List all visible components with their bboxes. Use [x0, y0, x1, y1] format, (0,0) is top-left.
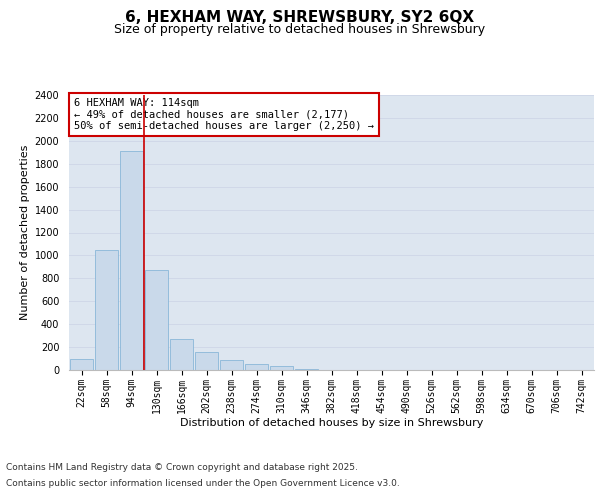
- Text: Contains public sector information licensed under the Open Government Licence v3: Contains public sector information licen…: [6, 478, 400, 488]
- Text: Size of property relative to detached houses in Shrewsbury: Size of property relative to detached ho…: [115, 22, 485, 36]
- Bar: [245, 364, 268, 370]
- Text: 6, HEXHAM WAY, SHREWSBURY, SY2 6QX: 6, HEXHAM WAY, SHREWSBURY, SY2 6QX: [125, 10, 475, 25]
- Bar: [194, 352, 218, 370]
- Bar: [170, 339, 193, 370]
- Bar: [220, 360, 244, 370]
- Bar: [295, 369, 319, 370]
- Bar: [95, 250, 118, 370]
- Bar: [269, 366, 293, 370]
- Text: Contains HM Land Registry data © Crown copyright and database right 2025.: Contains HM Land Registry data © Crown c…: [6, 464, 358, 472]
- Y-axis label: Number of detached properties: Number of detached properties: [20, 145, 31, 320]
- Bar: [70, 359, 94, 370]
- Text: 6 HEXHAM WAY: 114sqm
← 49% of detached houses are smaller (2,177)
50% of semi-de: 6 HEXHAM WAY: 114sqm ← 49% of detached h…: [74, 98, 374, 131]
- Bar: [119, 151, 143, 370]
- X-axis label: Distribution of detached houses by size in Shrewsbury: Distribution of detached houses by size …: [180, 418, 483, 428]
- Bar: [145, 270, 169, 370]
